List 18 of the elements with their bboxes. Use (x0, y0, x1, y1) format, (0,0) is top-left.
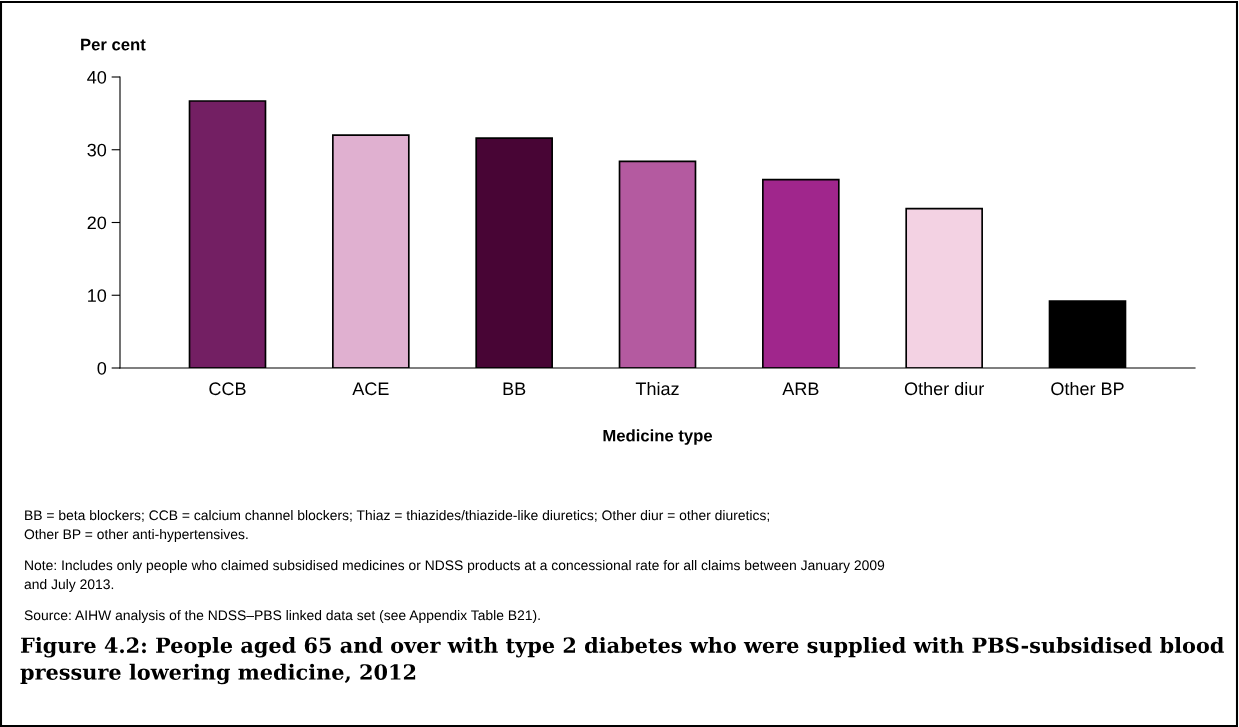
x-tick-label: Other diur (904, 381, 985, 396)
x-tick-label: ACE (352, 382, 389, 396)
x-tick-label: BB (503, 382, 526, 395)
text: Note: Includes only people who claimed subsidised medicines or NDSS products at a concessional rate for all claims between January 2009 and July 2013. (24, 560, 885, 592)
x-tick-label: Other BP (1051, 381, 1124, 396)
x-tick-label: ARB (782, 382, 819, 395)
y-tick-label: 30 (87, 143, 107, 157)
y-axis-title: Per cent (81, 38, 146, 51)
x-tick-label: Thiaz (635, 381, 679, 396)
x-axis-title: Medicine type (603, 429, 713, 445)
y-tick-label: 0 (97, 361, 107, 375)
y-tick-label: 40 (87, 70, 107, 84)
text: BB = beta blockers; CCB = calcium channel blockers; Thiaz = thiazides/thiazide-like diuretics; Other diur = other diuretics; Other BP = other anti-hypertensives. (24, 510, 769, 542)
y-tick-label: 10 (88, 289, 107, 302)
y-tick-label: 20 (87, 216, 107, 230)
text: Figure 4.2: People aged 65 and over with type 2 diabetes who were supplied with PBS-subsidised blood pressure lowering medicine, 2012 (20, 637, 1224, 685)
x-tick-label: CCB (209, 382, 246, 396)
source-note: Source: AIHW analysis of the NDSS–PBS linked data set (see Appendix Table B21). (24, 610, 540, 623)
